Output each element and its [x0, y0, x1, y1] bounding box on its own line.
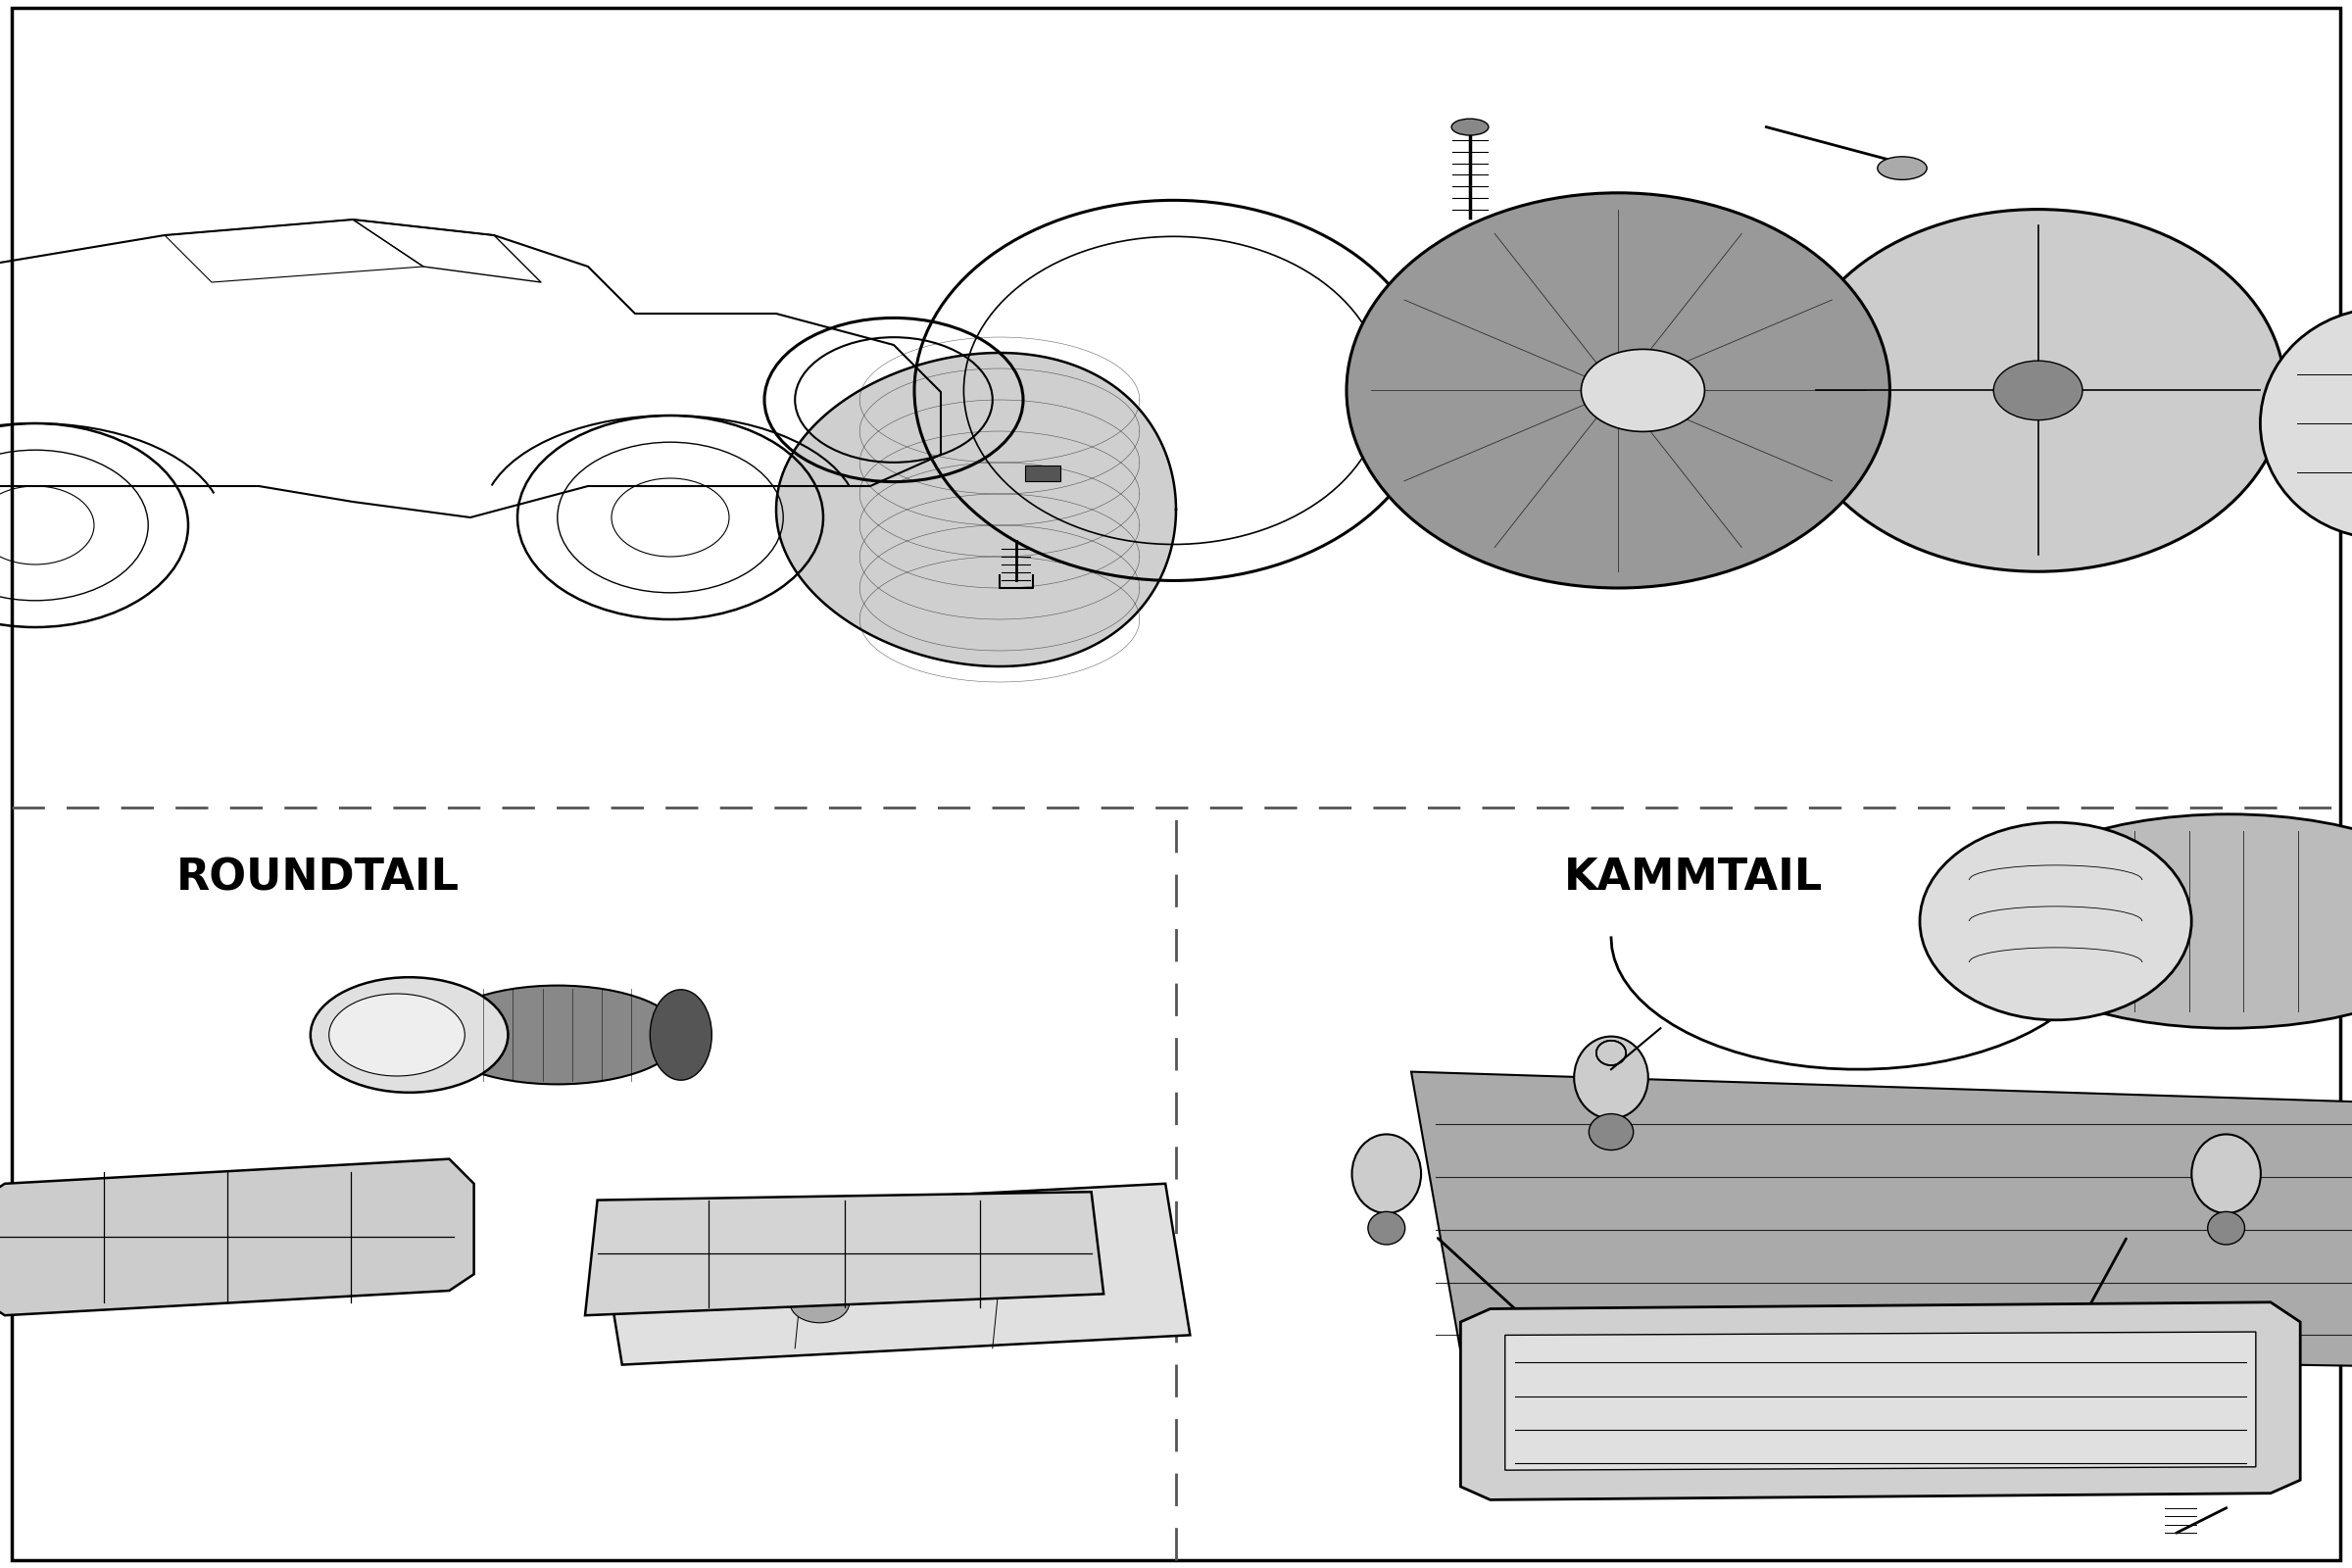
Text: KAMMTAIL: KAMMTAIL	[1564, 858, 1823, 898]
Polygon shape	[586, 1192, 1103, 1316]
Ellipse shape	[1792, 210, 2286, 572]
Ellipse shape	[435, 986, 682, 1085]
Ellipse shape	[649, 989, 713, 1080]
Ellipse shape	[310, 977, 508, 1093]
Circle shape	[1994, 361, 2082, 420]
Circle shape	[790, 1283, 849, 1323]
Polygon shape	[776, 353, 1176, 666]
Ellipse shape	[1877, 157, 1926, 180]
Ellipse shape	[1451, 119, 1489, 135]
Ellipse shape	[2260, 307, 2352, 538]
Polygon shape	[1505, 1331, 2256, 1471]
Polygon shape	[0, 1159, 475, 1316]
Ellipse shape	[1345, 193, 1891, 588]
Bar	[1025, 466, 1061, 481]
Ellipse shape	[329, 994, 466, 1076]
Polygon shape	[1411, 1073, 2352, 1367]
Ellipse shape	[2209, 1212, 2244, 1245]
Polygon shape	[597, 1184, 1190, 1364]
Ellipse shape	[1980, 814, 2352, 1029]
Ellipse shape	[1590, 1113, 1632, 1149]
Ellipse shape	[2192, 1134, 2260, 1214]
Ellipse shape	[1352, 1134, 1421, 1214]
Circle shape	[988, 1250, 1047, 1290]
Ellipse shape	[1573, 1036, 1649, 1120]
Text: ROUNDTAIL: ROUNDTAIL	[176, 858, 459, 898]
Circle shape	[1581, 350, 1705, 431]
Ellipse shape	[1919, 822, 2192, 1019]
Ellipse shape	[1369, 1212, 1404, 1245]
Polygon shape	[1461, 1301, 2300, 1499]
